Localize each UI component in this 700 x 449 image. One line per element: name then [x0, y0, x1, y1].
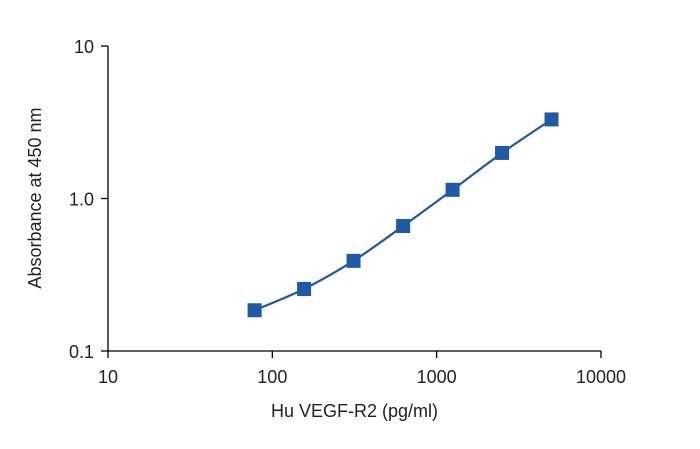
x-tick-label-10: 10 [98, 367, 118, 387]
data-point-312 [346, 253, 361, 268]
y-ticks: 0.1 1.0 10 [69, 37, 108, 362]
axes [107, 46, 601, 352]
y-axis-title: Absorbance at 450 nm [25, 107, 45, 288]
series-layer [247, 112, 559, 318]
y-tick-label-0-1: 0.1 [69, 342, 94, 362]
x-axis-title: Hu VEGF-R2 (pg/ml) [271, 401, 438, 421]
data-point-2500 [495, 145, 510, 160]
x-tick-label-100: 100 [257, 367, 287, 387]
x-tick-label-1000: 1000 [417, 367, 457, 387]
data-point-156 [297, 282, 312, 296]
y-tick-label-10: 10 [74, 37, 94, 57]
data-point-625 [396, 219, 411, 234]
x-ticks: 10 100 1000 10000 [98, 351, 626, 387]
y-tick-label-1-0: 1.0 [69, 190, 94, 210]
data-point-5000 [544, 112, 559, 127]
data-point-1250 [445, 182, 460, 197]
x-tick-label-10000: 10000 [576, 367, 626, 387]
data-point-78 [247, 303, 262, 318]
